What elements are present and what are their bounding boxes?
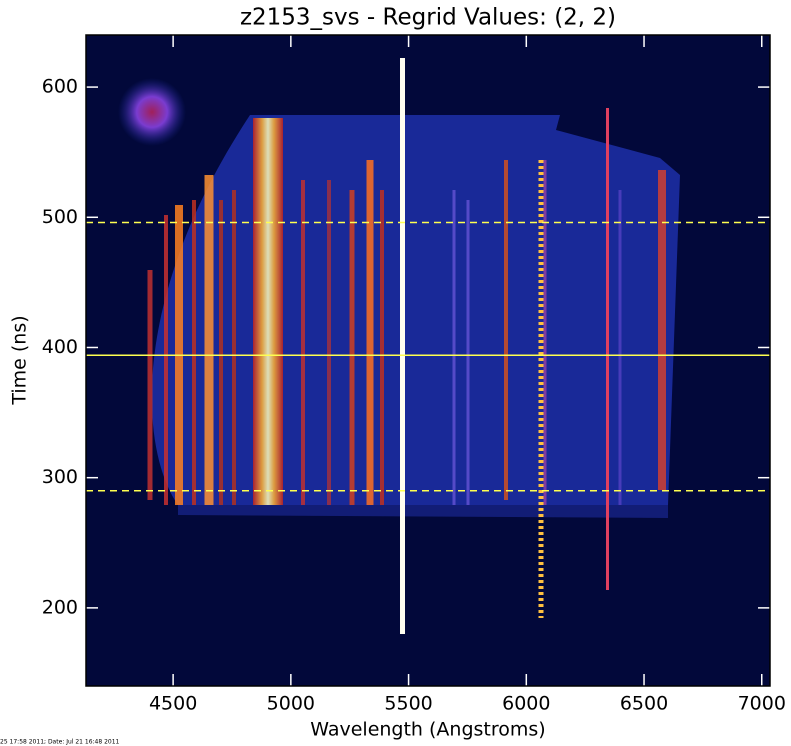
streak bbox=[366, 160, 374, 505]
y-tick-label: 600 bbox=[42, 76, 78, 98]
thin-line bbox=[606, 108, 609, 590]
streak bbox=[204, 175, 214, 505]
streak bbox=[164, 215, 168, 505]
streak bbox=[618, 190, 622, 505]
emission-region bbox=[151, 115, 680, 505]
emission-edge bbox=[178, 505, 668, 518]
streak bbox=[452, 190, 456, 505]
streak bbox=[504, 160, 508, 500]
y-tick-label: 300 bbox=[42, 466, 78, 488]
chart-title: z2153_svs - Regrid Values: (2, 2) bbox=[240, 5, 616, 31]
x-tick-label: 5000 bbox=[267, 693, 315, 715]
streak bbox=[349, 190, 355, 505]
streak bbox=[466, 200, 470, 505]
footer: 25 17:58 2011; Date: Jul 21 16:48 2011 bbox=[0, 739, 120, 746]
streak bbox=[219, 200, 223, 505]
streak bbox=[192, 200, 196, 505]
plot-frame bbox=[85, 34, 771, 687]
streak bbox=[543, 160, 547, 505]
spot bbox=[118, 78, 186, 146]
streak bbox=[253, 118, 283, 505]
streak bbox=[327, 180, 331, 505]
x-tick-label: 4500 bbox=[149, 693, 197, 715]
y-axis-label: Time (ns) bbox=[9, 315, 31, 405]
x-tick-label: 6500 bbox=[620, 693, 668, 715]
y-tick-label: 200 bbox=[42, 596, 78, 618]
x-tick-label: 6000 bbox=[502, 693, 550, 715]
bright-line bbox=[400, 58, 405, 634]
x-axis-label: Wavelength (Angstroms) bbox=[310, 719, 545, 741]
streak bbox=[380, 190, 384, 505]
x-tick-label: 5500 bbox=[384, 693, 432, 715]
y-tick-label: 400 bbox=[42, 336, 78, 358]
y-tick-label: 500 bbox=[42, 206, 78, 228]
streak bbox=[301, 180, 305, 505]
streak bbox=[232, 190, 236, 505]
spectrum-image bbox=[118, 58, 680, 634]
streak bbox=[658, 170, 666, 490]
x-tick-label: 7000 bbox=[738, 693, 786, 715]
streak bbox=[147, 270, 153, 500]
